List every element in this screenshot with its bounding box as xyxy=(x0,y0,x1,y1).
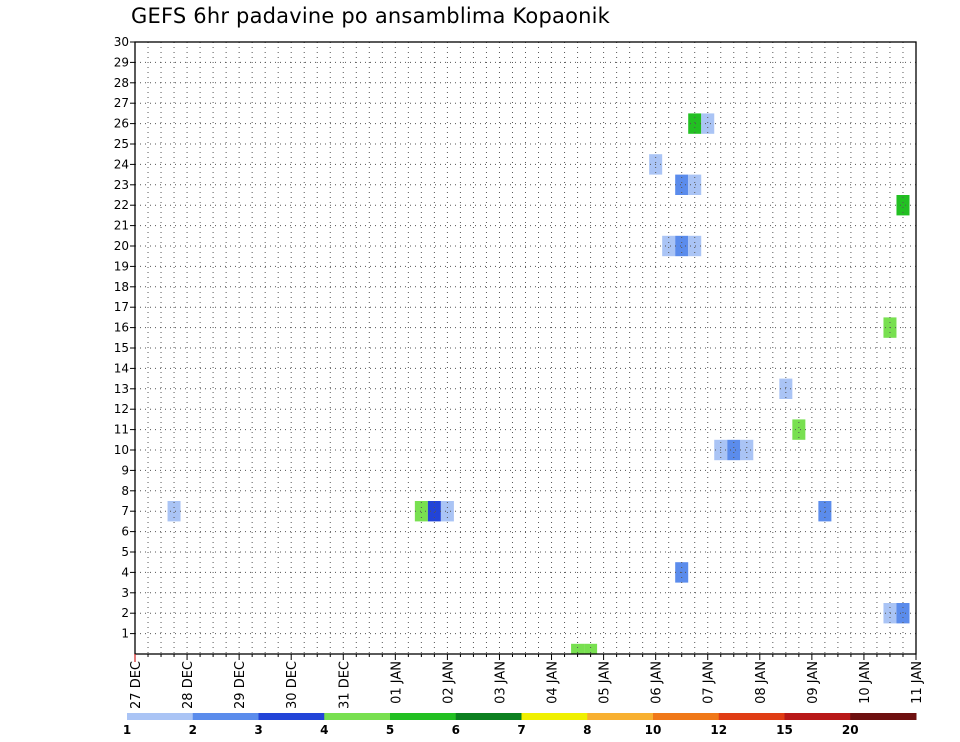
precip-cell xyxy=(883,603,897,624)
color-scale-bar: 1 2 3 4 5 6 7 8 10 12 15 20 xyxy=(123,713,917,737)
precip-cell xyxy=(740,439,754,461)
precipitation-cells xyxy=(167,113,910,654)
y-tick-label: 9 xyxy=(121,463,129,477)
precip-cell xyxy=(414,501,428,522)
y-tick-label: 8 xyxy=(121,484,129,498)
scale-label: 20 xyxy=(842,723,859,737)
y-tick-label: 27 xyxy=(114,96,129,110)
y-tick-label: 16 xyxy=(114,321,129,335)
y-tick-label: 13 xyxy=(114,382,129,396)
scale-label: 10 xyxy=(645,723,662,737)
precip-cell xyxy=(688,113,702,134)
scale-swatch xyxy=(258,713,325,720)
precip-cell xyxy=(701,113,715,134)
precip-cell xyxy=(896,603,910,624)
y-tick-label: 20 xyxy=(114,239,129,253)
y-tick-label: 22 xyxy=(114,198,129,212)
x-tick-label: 28 DEC xyxy=(181,661,196,709)
scale-label: 5 xyxy=(386,723,394,737)
x-tick-label: 08 JAN xyxy=(754,661,769,704)
x-tick-label: 06 JAN xyxy=(650,661,665,704)
y-tick-label: 6 xyxy=(121,525,129,539)
y-tick-label: 2 xyxy=(121,606,129,620)
x-tick-label: 10 JAN xyxy=(858,661,873,704)
precip-cell xyxy=(688,174,702,195)
y-tick-label: 7 xyxy=(121,504,129,518)
precip-cell xyxy=(675,174,689,195)
x-tick-label: 02 JAN xyxy=(441,661,456,704)
precip-cell xyxy=(818,501,832,522)
x-tick-label: 11 JAN xyxy=(910,661,925,704)
x-tick-label: 05 JAN xyxy=(598,661,613,704)
scale-label: 6 xyxy=(452,723,460,737)
x-tick-label: 03 JAN xyxy=(493,661,508,704)
x-tick-label: 01 JAN xyxy=(389,661,404,704)
y-tick-label: 30 xyxy=(114,35,129,49)
scale-label: 8 xyxy=(583,723,591,737)
x-tick-label: 07 JAN xyxy=(702,661,717,704)
scale-swatch xyxy=(127,713,194,720)
x-tick-label: 27 DEC xyxy=(129,661,144,709)
y-tick-label: 24 xyxy=(114,157,129,171)
scale-swatch xyxy=(653,713,720,720)
scale-label: 4 xyxy=(320,723,328,737)
y-tick-label: 23 xyxy=(114,178,129,192)
chart-title: GEFS 6hr padavine po ansamblima Kopaonik xyxy=(131,4,611,28)
y-tick-label: 26 xyxy=(114,117,129,131)
precip-cell xyxy=(896,195,910,216)
y-tick-label: 17 xyxy=(114,300,129,314)
scale-swatch xyxy=(324,713,391,720)
precip-cell xyxy=(675,235,689,257)
x-tick-label: 29 DEC xyxy=(233,661,248,709)
x-tick-label: 31 DEC xyxy=(337,661,352,709)
scale-label: 3 xyxy=(254,723,262,737)
precip-cell xyxy=(571,643,585,654)
x-tick-label: 09 JAN xyxy=(806,661,821,704)
precip-cell xyxy=(792,419,806,440)
scale-swatch xyxy=(850,713,917,720)
precip-cell xyxy=(584,643,598,654)
scale-swatch xyxy=(521,713,588,720)
y-tick-label: 10 xyxy=(114,443,129,457)
scale-swatch xyxy=(390,713,457,720)
precip-cell xyxy=(727,439,741,461)
axes: 1234567891011121314151617181920212223242… xyxy=(114,35,925,709)
scale-label: 7 xyxy=(517,723,525,737)
precip-cell xyxy=(662,235,676,257)
precip-cell xyxy=(167,501,181,522)
scale-label: 12 xyxy=(710,723,727,737)
y-tick-label: 28 xyxy=(114,76,129,90)
grid-lines xyxy=(135,41,916,654)
y-tick-label: 19 xyxy=(114,259,129,273)
precip-cell xyxy=(688,235,702,257)
scale-swatch xyxy=(784,713,851,720)
scale-swatch xyxy=(718,713,785,720)
y-tick-label: 11 xyxy=(114,423,129,437)
scale-swatch xyxy=(455,713,522,720)
scale-label: 15 xyxy=(776,723,793,737)
y-tick-label: 14 xyxy=(114,361,129,375)
y-tick-label: 25 xyxy=(114,137,129,151)
precip-cell xyxy=(440,501,454,522)
y-tick-label: 18 xyxy=(114,280,129,294)
x-tick-label: 30 DEC xyxy=(285,661,300,709)
y-tick-label: 1 xyxy=(121,627,129,641)
precip-cell xyxy=(427,501,441,522)
y-tick-label: 15 xyxy=(114,341,129,355)
y-tick-label: 4 xyxy=(121,565,129,579)
y-tick-label: 29 xyxy=(114,55,129,69)
x-tick-label: 04 JAN xyxy=(546,661,561,704)
scale-swatch xyxy=(587,713,654,720)
y-tick-label: 5 xyxy=(121,545,129,559)
y-tick-label: 12 xyxy=(114,402,129,416)
scale-swatch xyxy=(192,713,259,720)
scale-label: 1 xyxy=(123,723,131,737)
scale-label: 2 xyxy=(189,723,197,737)
y-tick-label: 3 xyxy=(121,586,129,600)
y-tick-label: 21 xyxy=(114,219,129,233)
